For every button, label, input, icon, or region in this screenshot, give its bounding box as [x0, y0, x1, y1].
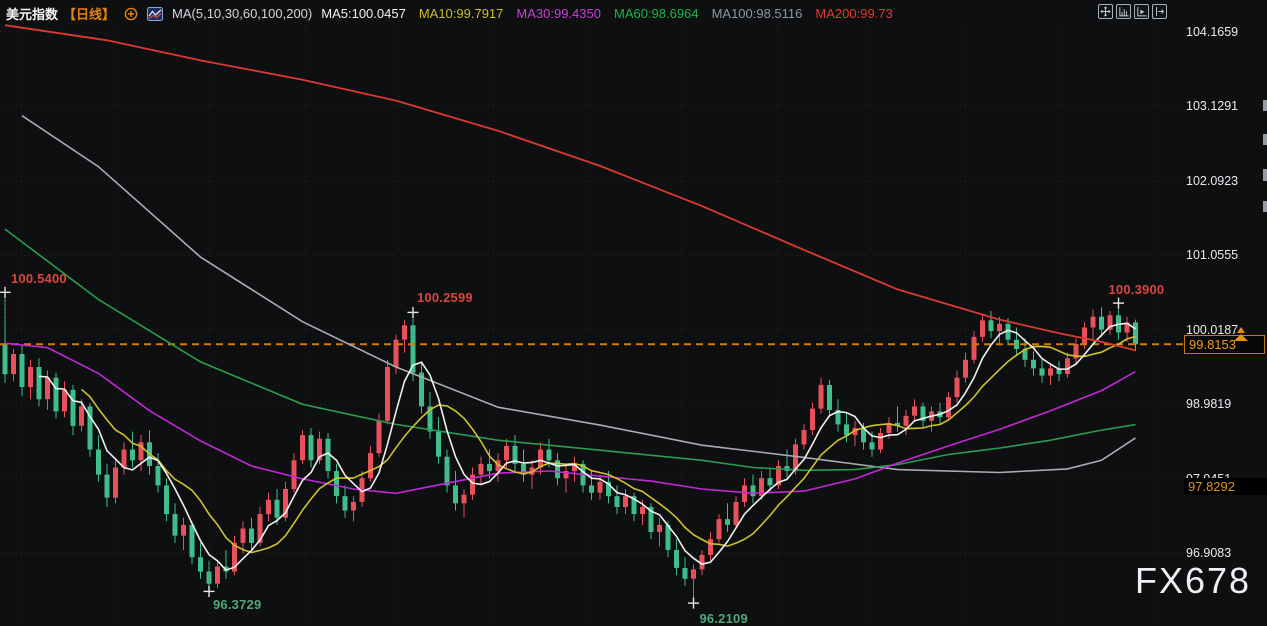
scale-play-button[interactable]: [1134, 4, 1149, 19]
move-button[interactable]: [1098, 4, 1113, 19]
ma-legend-item: MA60:98.6964: [613, 6, 699, 21]
clipped-edge-glyph: [1263, 100, 1267, 111]
low-annotation-label: 96.2109: [699, 611, 748, 626]
low-annotation-label: 96.3729: [213, 597, 262, 613]
ma-legend-item: MA10:99.7917: [418, 6, 504, 21]
high-annotation-label: 100.2599: [417, 290, 473, 306]
ma-params-label: MA(5,10,30,60,100,200): [172, 6, 313, 21]
clipped-edge-glyph: [1263, 201, 1267, 212]
price-up-arrow-icon: [1233, 325, 1249, 343]
add-indicator-icon[interactable]: [124, 7, 138, 21]
watermark-logo: FX678: [1135, 560, 1252, 601]
axis-price-label: 96.9083: [1186, 546, 1232, 560]
pan-right-button[interactable]: [1152, 4, 1167, 19]
ma-legend: MA5:100.0457 MA10:99.7917 MA30:99.4350 MA60…: [321, 6, 906, 21]
ma-legend-item: MA5:100.0457: [321, 6, 406, 21]
clipped-edge-glyph: [1263, 169, 1267, 181]
ma-legend-item: MA30:99.4350: [516, 6, 601, 21]
axis-price-label: 100.0187: [1186, 322, 1239, 337]
high-annotation-label: 100.3900: [1108, 282, 1165, 298]
last-price-label: 99.8153: [1184, 335, 1265, 355]
clipped-edge-glyph: [1263, 134, 1267, 145]
timeframe-label: 【日线】: [63, 7, 116, 22]
level-price-label: 97.8292: [1184, 477, 1267, 495]
axis-price-label: 101.0555: [1186, 248, 1239, 263]
chart-toolbar: [1098, 4, 1167, 19]
ma-legend-item: MA100:98.5116: [711, 6, 803, 21]
symbol-title: 美元指数: [6, 7, 59, 22]
axis-price-label: 98.9819: [1186, 397, 1232, 412]
last-price-value: 99.8153: [1189, 337, 1236, 353]
axis-price-label: 103.1291: [1186, 99, 1239, 114]
high-annotation-label: 100.5400: [11, 271, 67, 287]
level-price-value: 97.8292: [1188, 478, 1235, 494]
scale-bars-button[interactable]: [1116, 4, 1131, 19]
legend-bar: 美元指数 【日线】 MA(5,10,30,60,100,200) MA5:100…: [6, 4, 906, 23]
chart-type-icon[interactable]: [147, 6, 164, 21]
ma-legend-item: MA200:99.73: [815, 6, 893, 21]
axis-price-label: 102.0923: [1186, 173, 1239, 188]
axis-price-label: 104.1659: [1186, 25, 1239, 39]
